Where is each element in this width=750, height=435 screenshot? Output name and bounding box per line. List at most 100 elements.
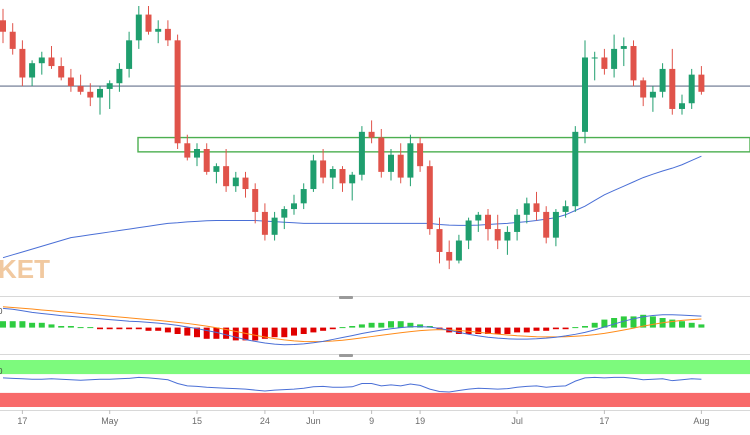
candle [116, 63, 123, 92]
candle [329, 166, 336, 190]
macd-bar [213, 327, 220, 339]
candle-body [38, 57, 45, 64]
candle-body [9, 31, 16, 49]
x-axis-line [0, 410, 750, 411]
x-tick-label: May [101, 416, 119, 426]
candle-body [485, 214, 491, 230]
macd-bar [514, 327, 521, 333]
x-tick-label: 17 [17, 416, 27, 426]
candle-body [281, 209, 288, 218]
macd-bar [19, 321, 26, 328]
macd-bar [601, 319, 608, 328]
candle-body [87, 91, 94, 98]
candle [591, 51, 598, 81]
candle-body [582, 57, 588, 132]
candle [97, 86, 103, 115]
macd-bar [688, 322, 695, 328]
candle [426, 160, 433, 235]
macd-bar [349, 326, 356, 328]
resize-handle[interactable] [339, 354, 353, 357]
candle-body [397, 154, 404, 178]
candle-body [213, 166, 220, 172]
candle-body [552, 211, 559, 238]
candle-body [329, 169, 336, 178]
macd-bar [9, 321, 16, 328]
candle [67, 68, 74, 92]
macd-bar [261, 327, 268, 339]
macd-bar [698, 324, 705, 328]
moving-average-line [2, 155, 702, 259]
macd-bar [494, 327, 501, 334]
candle [649, 86, 656, 112]
candle [0, 8, 6, 44]
macd-bar [77, 327, 84, 329]
candle [698, 66, 705, 95]
candle-body [155, 28, 162, 32]
candle-body [271, 217, 278, 235]
candle-body [135, 14, 142, 41]
macd-bar [174, 327, 181, 334]
candle-body [388, 154, 394, 172]
candle [620, 37, 627, 67]
candle [126, 31, 133, 78]
candle-body [630, 46, 637, 81]
macd-bar [300, 327, 307, 334]
candle [194, 143, 200, 167]
macd-bar [106, 327, 113, 330]
candle-body [640, 80, 647, 98]
macd-bar [58, 326, 65, 328]
candle-body [611, 48, 618, 69]
candle [320, 149, 327, 184]
candle [562, 200, 569, 218]
macd-bar [552, 327, 559, 330]
candle-body [620, 46, 627, 49]
macd-bar [630, 316, 637, 328]
resize-handle[interactable] [339, 296, 353, 299]
x-tick-label: Jul [511, 416, 523, 426]
macd-bar [407, 322, 414, 328]
macd-bar [194, 327, 200, 338]
candle [630, 40, 637, 87]
x-tick-label: 24 [260, 416, 270, 426]
candle-body [97, 88, 103, 98]
panel-divider [0, 354, 750, 355]
candle [281, 206, 288, 230]
macd-bar [368, 322, 375, 328]
candle-body [300, 189, 307, 204]
candle [339, 166, 346, 192]
candle [543, 206, 550, 244]
rsi-polyline [2, 376, 702, 393]
macd-bar [358, 324, 365, 328]
macd-bar [126, 327, 133, 330]
macd-bar [475, 327, 482, 334]
x-tick-label: 15 [192, 416, 202, 426]
macd-bar [252, 327, 259, 341]
candle [9, 23, 16, 55]
candle [271, 211, 278, 241]
candle [407, 134, 414, 187]
candle-body [368, 131, 375, 138]
candle [223, 149, 230, 192]
candle [291, 194, 297, 215]
candle-body [649, 91, 656, 98]
candle-body [514, 214, 521, 232]
macd-histogram [0, 314, 705, 341]
candle-body [339, 169, 346, 184]
rsi-overbought-zone [0, 360, 750, 375]
candle [465, 217, 472, 250]
candle [242, 171, 249, 198]
candle [164, 20, 171, 47]
macd-bar [485, 327, 491, 334]
candle-body [19, 48, 26, 78]
candle-body [591, 57, 598, 59]
candle-body [223, 166, 230, 187]
macd-bar [271, 327, 278, 338]
macd-bar [281, 327, 288, 338]
candle [155, 20, 162, 44]
candle [135, 6, 142, 49]
candle-body [446, 251, 453, 261]
candle [679, 94, 685, 115]
candle [611, 34, 618, 78]
candle-body [378, 137, 385, 172]
